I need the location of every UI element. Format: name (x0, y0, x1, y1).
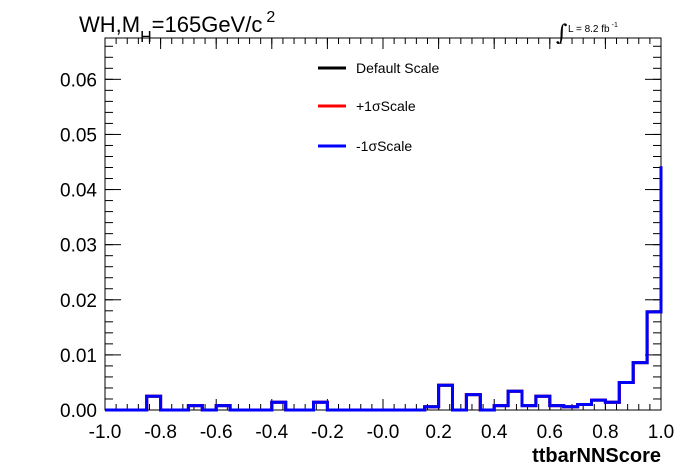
legend-label-minus-sigma: -1σScale (356, 138, 412, 154)
x-tick-label: -1.0 (89, 422, 122, 443)
y-tick-label: 0.04 (60, 181, 97, 202)
luminosity-label: L = 8.2 fb -1 (568, 22, 618, 35)
x-axis-label: ttbarNNScore (532, 445, 661, 467)
series-line-minus-sigma-scale (105, 166, 663, 412)
x-tick-label: 0.8 (592, 422, 618, 443)
y-tick-label: 0.00 (60, 401, 97, 422)
y-tick-label: 0.01 (60, 346, 97, 367)
x-tick-label: -0.0 (367, 422, 400, 443)
axis-ticks (104, 38, 662, 411)
title-main: WH,M (79, 12, 140, 37)
luminosity-integral: ∫ (556, 21, 568, 46)
y-tick-label: 0.02 (60, 291, 97, 312)
series-layer (105, 166, 663, 412)
title-rest: =165GeV/c (152, 12, 263, 37)
x-tick-label: -0.8 (144, 422, 177, 443)
x-tick-label: 0.4 (481, 422, 508, 443)
x-tick-label: 0.6 (537, 422, 563, 443)
axis-tick-labels: -1.0 -0.8 -0.6 -0.4 -0.2 -0.0 0.2 0.4 0.6 0.8 1.0 0… (60, 70, 674, 443)
legend-label-plus-sigma: +1σScale (356, 98, 416, 114)
legend-label-default-scale: Default Scale (356, 60, 439, 76)
x-tick-label: 1.0 (648, 422, 674, 443)
x-tick-label: 0.2 (425, 422, 451, 443)
legend: Default Scale +1σScale -1σScale (318, 60, 439, 154)
y-tick-label: 0.03 (60, 236, 97, 257)
x-tick-label: -0.4 (255, 422, 288, 443)
y-tick-label: 0.05 (60, 125, 97, 146)
y-tick-label: 0.06 (60, 70, 97, 91)
title-superscript: 2 (266, 9, 275, 26)
x-tick-label: -0.6 (200, 422, 233, 443)
x-tick-label: -0.2 (311, 422, 344, 443)
